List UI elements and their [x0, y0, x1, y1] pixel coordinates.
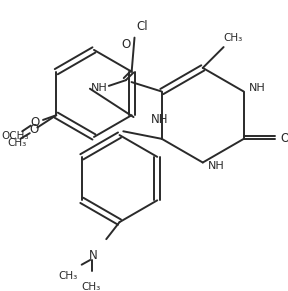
Text: O: O: [281, 132, 288, 145]
Text: N: N: [89, 249, 97, 262]
Text: NH: NH: [91, 83, 108, 93]
Text: CH₃: CH₃: [59, 271, 78, 281]
Text: O: O: [121, 38, 130, 51]
Text: CH₃: CH₃: [82, 282, 101, 291]
Text: O: O: [29, 123, 38, 136]
Text: Cl: Cl: [136, 20, 148, 33]
Text: NH: NH: [151, 113, 169, 126]
Text: CH₃: CH₃: [223, 33, 243, 42]
Text: OCH₃: OCH₃: [1, 131, 29, 141]
Text: O: O: [31, 116, 40, 129]
Text: NH: NH: [208, 161, 224, 171]
Text: CH₃: CH₃: [7, 138, 26, 148]
Text: NH: NH: [249, 83, 265, 93]
